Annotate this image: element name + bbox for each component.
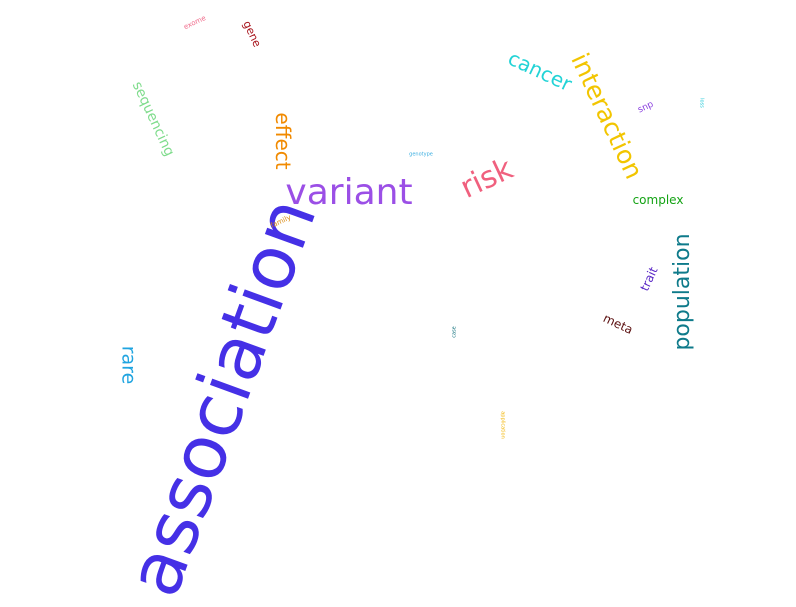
word-loss: loss [698, 98, 705, 108]
word-exome: exome [182, 13, 208, 32]
word-cancer: cancer [504, 45, 576, 97]
word-risk: risk [455, 151, 519, 206]
word-case: case [451, 326, 458, 338]
word-meta: meta [600, 311, 636, 337]
word-trait: trait [637, 264, 661, 294]
word-application: application [499, 411, 506, 439]
word-gene: gene [240, 18, 264, 50]
word-cloud: association variant risk interaction pop… [110, 13, 705, 607]
word-rare: rare [117, 345, 140, 385]
word-genotype: genotype [409, 151, 433, 158]
word-snp: snp [636, 99, 656, 116]
word-complex: complex [632, 193, 684, 207]
word-association: association [110, 186, 334, 607]
word-interaction: interaction [565, 48, 649, 184]
word-effect: effect [271, 112, 295, 170]
word-population: population [670, 233, 695, 351]
word-sequencing: sequencing [128, 79, 178, 159]
word-variant: variant [285, 172, 413, 213]
